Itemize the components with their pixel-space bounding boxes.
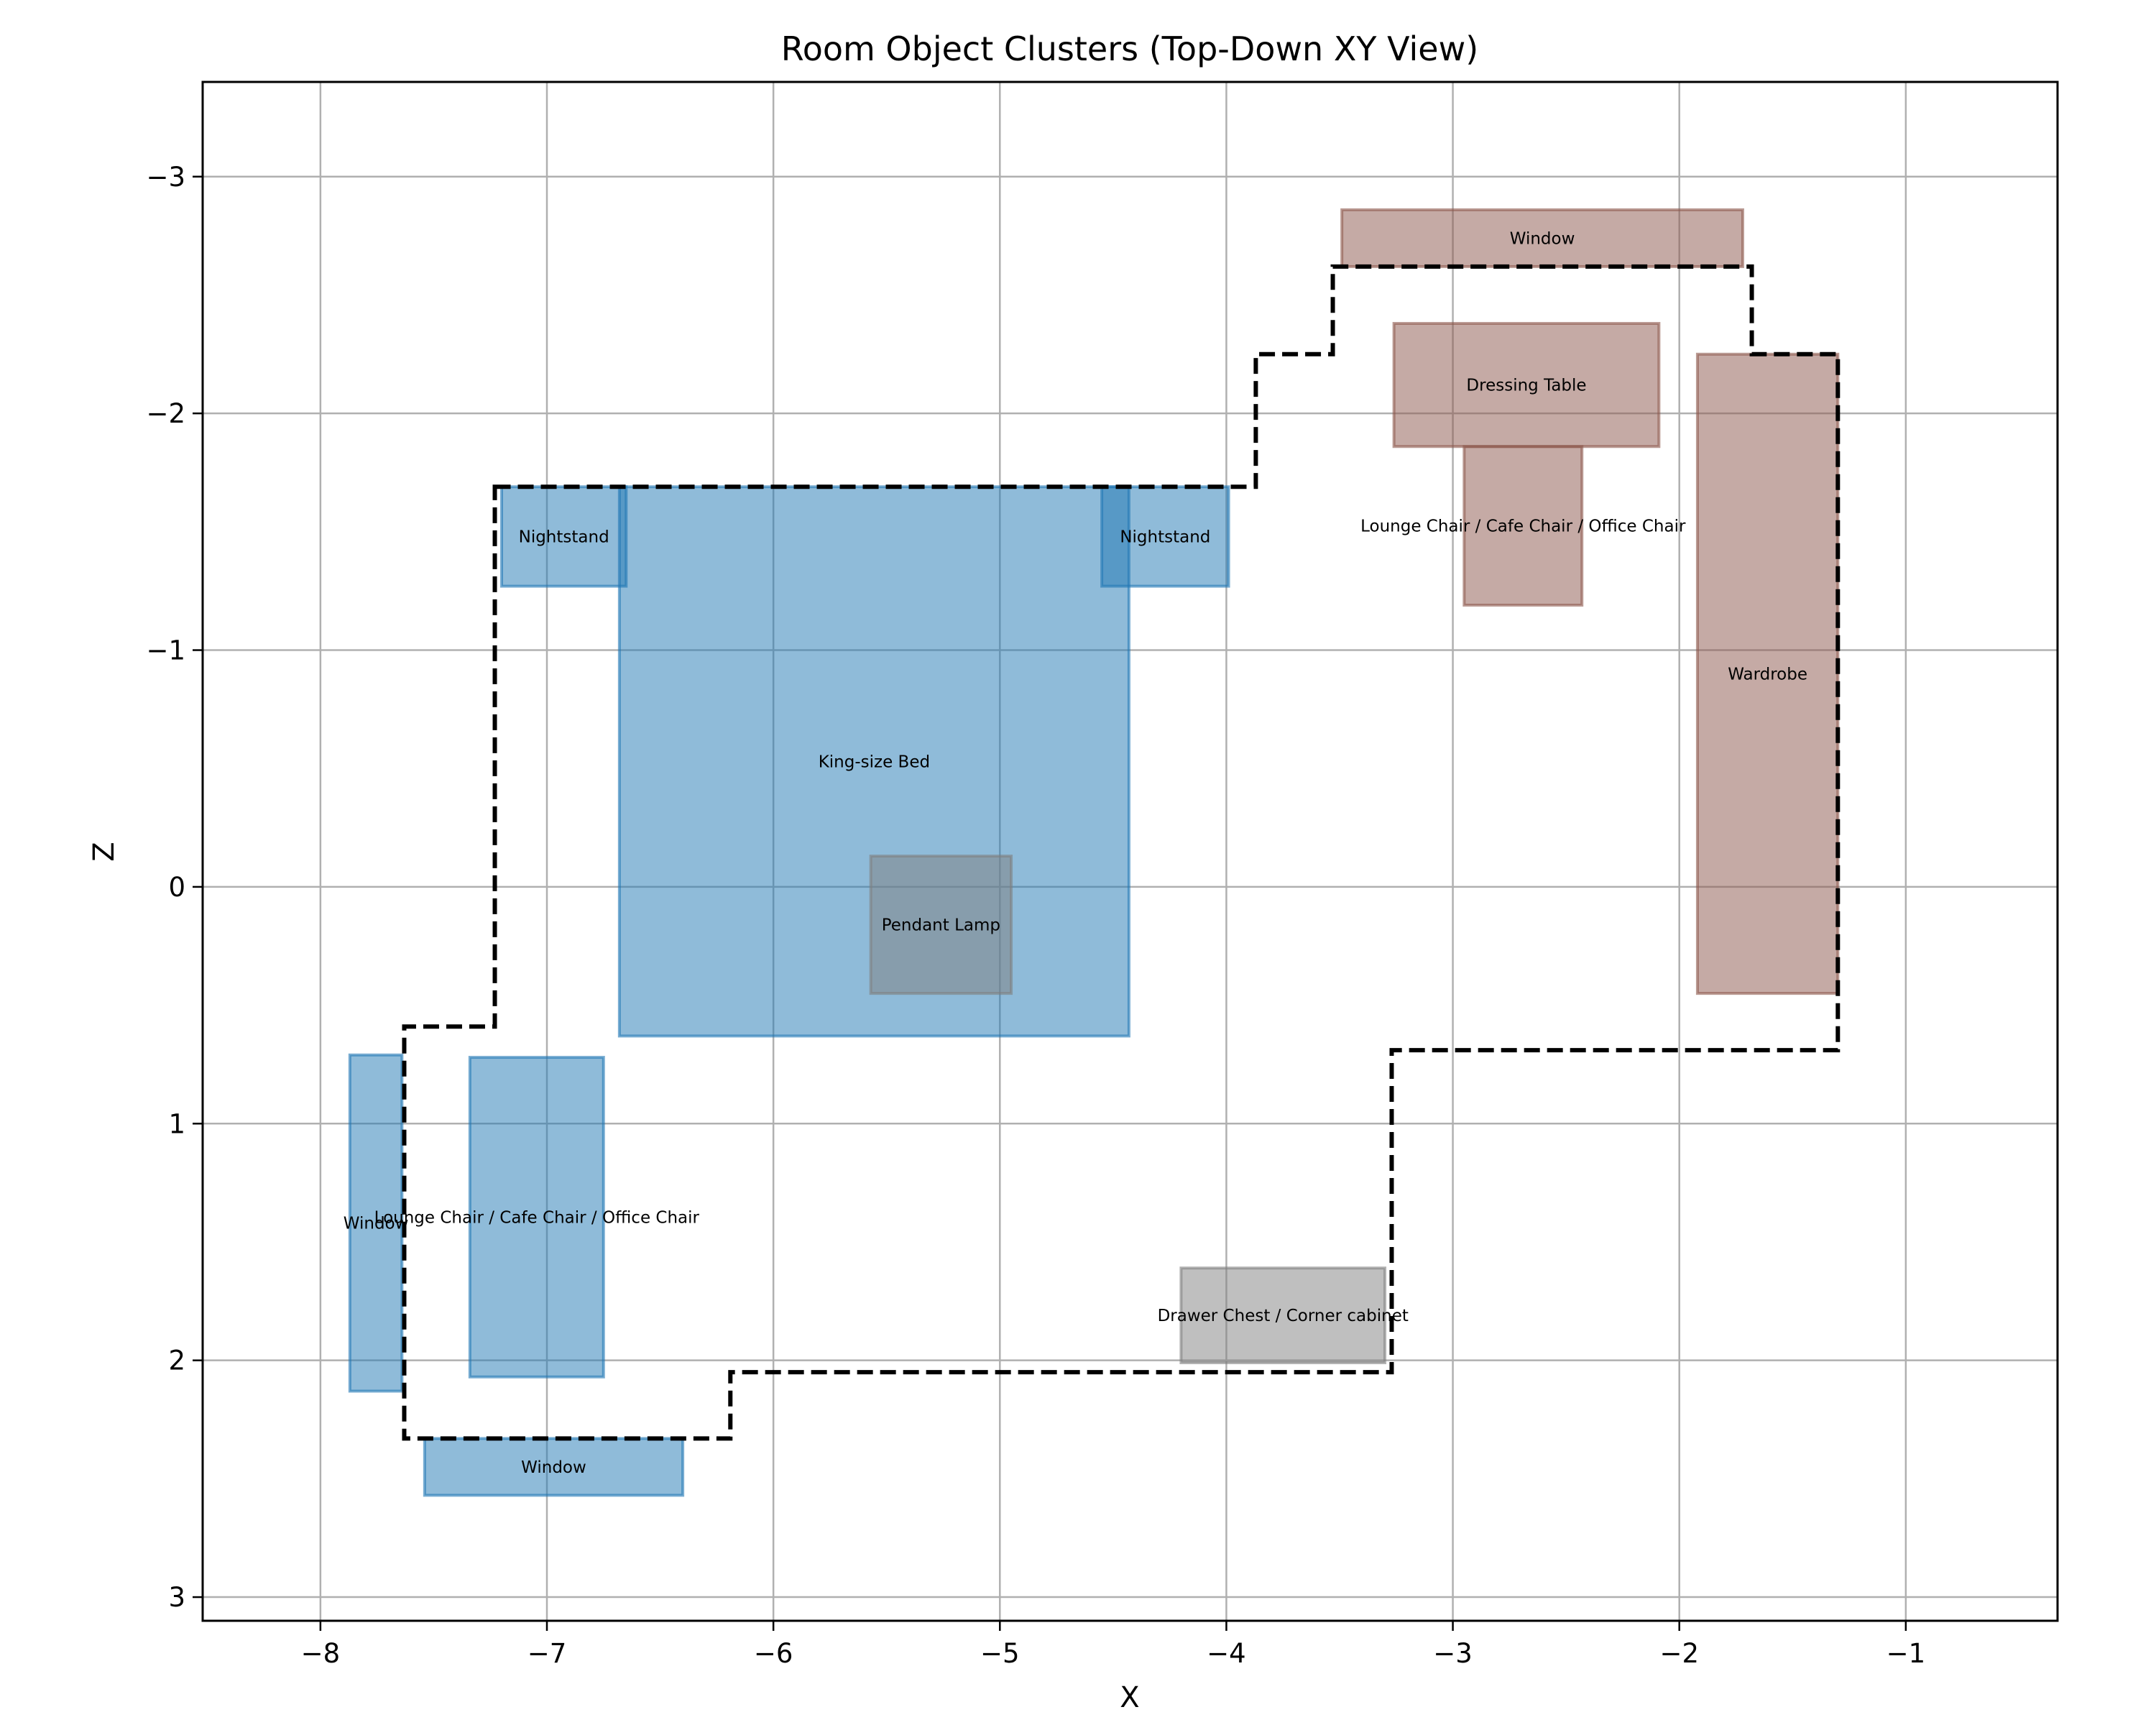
plot-frame: [201, 80, 2059, 1622]
x-axis-label: X: [1120, 1681, 1139, 1714]
object-rect: [869, 855, 1013, 995]
x-tick-label: −5: [980, 1638, 1020, 1669]
y-tick-label: −2: [146, 398, 185, 429]
x-tick-label: −2: [1659, 1638, 1699, 1669]
object-label: Window: [344, 1215, 409, 1233]
object-rect: [468, 1056, 605, 1379]
x-tick-label: −4: [1207, 1638, 1246, 1669]
object-rect: [423, 1437, 685, 1497]
y-tick-label: 3: [168, 1582, 185, 1613]
object-label: Window: [521, 1458, 586, 1477]
x-tick-label: −8: [301, 1638, 341, 1669]
object-label: Lounge Chair / Cafe Chair / Office Chair: [374, 1208, 700, 1227]
ticks-layer: −8 −7 −6 −5 −4 −3 −2 −1 −3 −2 −1 0 1 2 3: [146, 162, 1925, 1669]
object-rect: [1340, 208, 1744, 268]
object-label: Drawer Chest / Corner cabinet: [1158, 1307, 1409, 1325]
x-tick-label: −7: [528, 1638, 567, 1669]
objects-layer: [348, 208, 1840, 1497]
object-rect: [348, 1053, 404, 1393]
x-tick-label: −3: [1433, 1638, 1473, 1669]
object-label: Nightstand: [519, 528, 609, 546]
y-tick-label: −3: [146, 162, 185, 193]
y-tick-label: 1: [168, 1108, 185, 1139]
object-label: King-size Bed: [819, 753, 930, 771]
y-tick-label: 0: [168, 872, 185, 903]
room-boundary: [402, 264, 1841, 1441]
y-axis-label: Z: [88, 842, 121, 861]
object-label: Wardrobe: [1728, 665, 1807, 684]
object-rect: [1392, 321, 1661, 448]
object-label: Lounge Chair / Cafe Chair / Office Chair: [1360, 518, 1686, 536]
object-label: Dressing Table: [1466, 377, 1586, 395]
y-tick-label: −1: [146, 635, 185, 666]
x-tick-label: −1: [1886, 1638, 1926, 1669]
object-label: Pendant Lamp: [882, 916, 1000, 935]
object-rect: [1462, 445, 1584, 607]
object-rect: [499, 485, 628, 588]
chart-title: Room Object Clusters (Top-Down XY View): [781, 29, 1478, 68]
object-label: Window: [1510, 229, 1575, 248]
object-rect: [1179, 1266, 1387, 1364]
object-rect: [1695, 352, 1840, 995]
y-tick-label: 2: [168, 1346, 185, 1376]
object-label: Nightstand: [1120, 528, 1210, 546]
boundary-layer: [402, 264, 1841, 1441]
x-tick-label: −6: [754, 1638, 793, 1669]
labels-layer: Nightstand Nightstand King-size Bed Pendant…: [344, 229, 1807, 1477]
